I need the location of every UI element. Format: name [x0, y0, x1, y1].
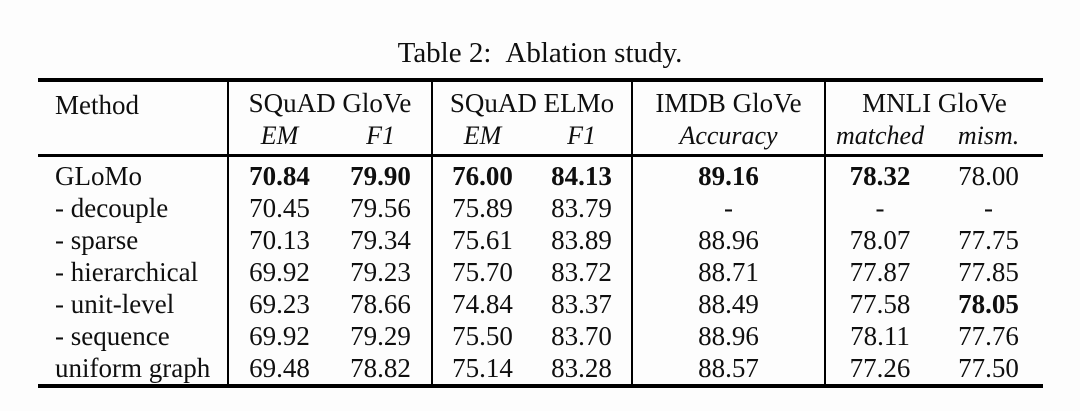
table-row: - hierarchical 69.92 79.23 75.70 83.72 88.71 7…: [38, 256, 1043, 288]
value-cell: 83.37: [551, 288, 612, 319]
value-cell: 70.84: [227, 155, 330, 192]
value-cell: 78.07: [824, 224, 935, 256]
value-cell: 84.13: [551, 160, 612, 191]
method-cell: - sparse: [55, 224, 139, 255]
table-body: GLoMo 70.84 79.90 76.00 84.13 89.16 78.32 78.00…: [38, 155, 1043, 386]
table-row: - decouple 70.45 79.56 75.89 83.79- - -: [38, 192, 1043, 224]
table-row: uniform graph 69.48 78.82 75.14 83.28 88.57 77…: [38, 352, 1043, 386]
group-header-mnli-glove: MNLI GloVe: [824, 80, 1044, 121]
value-cell: 78.05: [958, 288, 1019, 319]
method-cell: - sequence: [55, 320, 170, 351]
value-cell: 78.00: [958, 160, 1019, 191]
table-row: - sequence 69.92 79.29 75.50 83.70 88.96 78.11…: [38, 320, 1043, 352]
value-cell: 77.50: [958, 352, 1019, 383]
method-cell: - hierarchical: [55, 256, 199, 287]
method-cell: - decouple: [55, 192, 169, 223]
value-cell: 88.96: [631, 320, 826, 352]
value-cell: 75.14: [431, 352, 533, 386]
value-cell: 77.58: [824, 288, 935, 320]
method-cell: - unit-level: [55, 288, 175, 319]
value-cell: 78.82: [350, 352, 411, 383]
subheader-imdb-accuracy: Accuracy: [631, 121, 826, 157]
subheader-squad-elmo-em: EM: [431, 121, 533, 157]
value-cell: 69.92: [227, 256, 330, 288]
value-cell: 88.49: [631, 288, 826, 320]
value-cell: -: [631, 192, 826, 224]
value-cell: 76.00: [431, 155, 533, 192]
ablation-table: Method SQuAD GloVe SQuAD ELMo IMDB GloVe…: [38, 78, 1044, 388]
method-cell: uniform graph: [55, 352, 211, 383]
group-header-imdb-glove: IMDB GloVe: [631, 80, 826, 121]
value-cell: 74.84: [431, 288, 533, 320]
value-cell: 75.50: [431, 320, 533, 352]
value-cell: 78.32: [824, 155, 935, 192]
group-header-squad-glove: SQuAD GloVe: [226, 80, 433, 121]
value-cell: -: [824, 192, 935, 224]
value-cell: 79.29: [350, 320, 411, 351]
value-cell: 77.26: [824, 352, 935, 386]
subheader-squad-glove-f1: F1: [330, 121, 433, 157]
value-cell: 78.11: [824, 320, 935, 352]
value-cell: 83.89: [551, 224, 612, 255]
value-cell: 88.57: [631, 352, 826, 386]
value-cell: 88.96: [631, 224, 826, 256]
value-cell: 75.61: [431, 224, 533, 256]
value-cell: 79.90: [350, 160, 411, 191]
value-cell: 83.70: [551, 320, 612, 351]
value-cell: 79.56: [350, 192, 411, 223]
value-cell: 89.16: [631, 155, 826, 192]
subheader-row: EM F1 EM F1 Accuracy matched mism.: [38, 121, 1044, 157]
table-row: - unit-level 69.23 78.66 74.84 83.37 88.49 77.…: [38, 288, 1043, 320]
column-header-method: Method: [38, 80, 228, 157]
value-cell: 70.13: [227, 224, 330, 256]
value-cell: 79.23: [350, 256, 411, 287]
value-cell: 77.87: [824, 256, 935, 288]
value-cell: 88.71: [631, 256, 826, 288]
subheader-squad-glove-em: EM: [227, 121, 330, 157]
value-cell: 77.75: [958, 224, 1019, 255]
value-cell: 69.92: [227, 320, 330, 352]
subheader-mnli-matched: matched: [824, 121, 935, 157]
table-row: GLoMo 70.84 79.90 76.00 84.13 89.16 78.32 78.00: [38, 155, 1043, 192]
table-header: Method SQuAD GloVe SQuAD ELMo IMDB GloVe…: [38, 80, 1044, 157]
caption-text: Ablation study.: [505, 37, 683, 69]
value-cell: 77.85: [958, 256, 1019, 287]
subheader-mnli-mism: mism.: [934, 121, 1044, 157]
value-cell: 78.66: [350, 288, 411, 319]
value-cell: 69.23: [227, 288, 330, 320]
value-cell: 83.28: [551, 352, 612, 383]
value-cell: 69.48: [227, 352, 330, 386]
value-cell: 83.79: [551, 192, 612, 223]
table-row: - sparse 70.13 79.34 75.61 83.89 88.96 78.07 77…: [38, 224, 1043, 256]
method-cell: GLoMo: [55, 160, 142, 191]
value-cell: 77.76: [958, 320, 1019, 351]
group-header-squad-elmo: SQuAD ELMo: [431, 80, 633, 121]
value-cell: 83.72: [551, 256, 612, 287]
value-cell: 70.45: [227, 192, 330, 224]
caption-label: Table 2:: [397, 37, 492, 69]
value-cell: -: [984, 192, 994, 223]
subheader-squad-elmo-f1: F1: [532, 121, 633, 157]
group-header-row: Method SQuAD GloVe SQuAD ELMo IMDB GloVe…: [38, 80, 1044, 157]
value-cell: 75.89: [431, 192, 533, 224]
value-cell: 79.34: [350, 224, 411, 255]
table-caption: Table 2: Ablation study.: [0, 0, 1080, 70]
value-cell: 75.70: [431, 256, 533, 288]
